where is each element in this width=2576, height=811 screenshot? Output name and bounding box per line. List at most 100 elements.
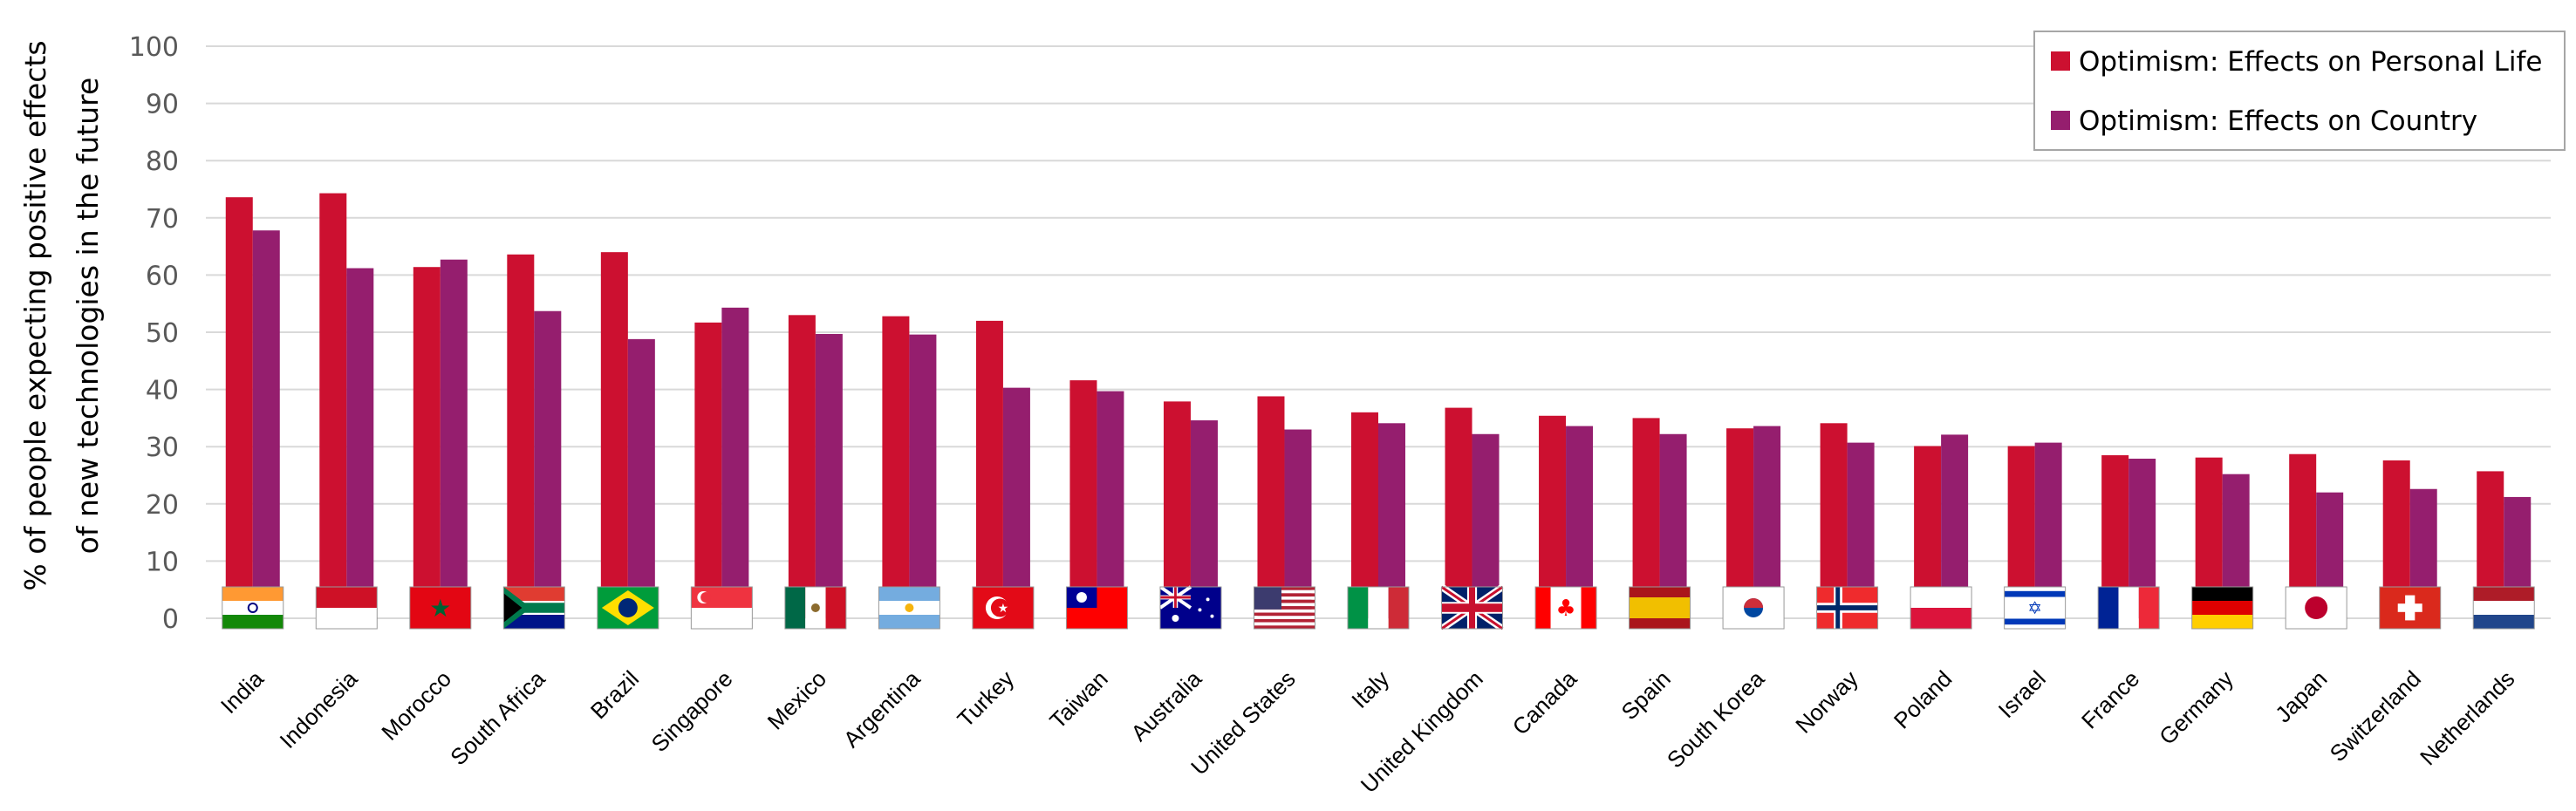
flag-morocco-icon: ★	[409, 586, 472, 630]
y-axis-title-line-2: of new technologies in the future	[71, 78, 105, 555]
x-tick-label: Poland	[1889, 665, 1957, 733]
bar-personal-life	[1632, 418, 1660, 618]
x-tick-label: Germany	[2154, 665, 2238, 750]
flag-turkey-icon: ★	[972, 586, 1035, 630]
bar-country	[440, 259, 468, 618]
bar-personal-life	[1257, 396, 1285, 618]
x-tick-label: Morocco	[376, 665, 456, 746]
bar-personal-life	[413, 267, 441, 618]
x-tick-label: Australia	[1125, 665, 1206, 746]
flag-israel-icon: ✡	[2004, 586, 2067, 630]
y-tick-label: 0	[162, 604, 179, 635]
x-tick-label: Argentina	[838, 665, 926, 753]
bar-personal-life	[1445, 407, 1472, 618]
flag-singapore-icon	[690, 586, 753, 630]
flag-united-states-icon	[1253, 586, 1315, 630]
flag-argentina-icon	[878, 586, 940, 630]
x-tick-label: Indonesia	[275, 665, 363, 753]
flag-mexico-icon	[784, 586, 847, 630]
x-tick-label: Switzerland	[2325, 665, 2426, 767]
svg-text:✡: ✡	[2027, 597, 2042, 618]
x-tick-label: Netherlands	[2415, 665, 2519, 770]
legend-label-personal-life: Optimism: Effects on Personal Life	[2079, 46, 2543, 78]
flag-norway-icon	[1816, 586, 1879, 630]
y-tick-label: 70	[146, 204, 179, 235]
bar-personal-life	[225, 197, 253, 618]
x-tick-label: Singapore	[646, 665, 738, 757]
y-tick-label: 10	[146, 547, 179, 577]
y-tick-label: 100	[129, 32, 179, 63]
x-tick-label: Canada	[1507, 665, 1582, 740]
bar-personal-life	[1539, 415, 1567, 618]
legend: Optimism: Effects on Personal Life Optim…	[2033, 31, 2566, 151]
y-tick-label: 30	[146, 433, 179, 463]
flag-india-icon	[222, 586, 284, 630]
bar-country	[346, 268, 374, 618]
bar-personal-life	[1351, 412, 1378, 618]
x-tick-label: Norway	[1790, 665, 1863, 739]
legend-box	[2033, 31, 2566, 151]
y-tick-label: 90	[146, 90, 179, 120]
bar-country	[721, 307, 749, 618]
x-tick-label: South Africa	[445, 665, 550, 771]
bar-personal-life	[507, 254, 535, 618]
y-tick-label: 60	[146, 261, 179, 291]
bars	[225, 193, 2532, 619]
flag-south-korea-icon	[1722, 586, 1785, 630]
flag-italy-icon	[1347, 586, 1410, 630]
flag-canada-icon: ♣	[1534, 586, 1597, 630]
x-tick-label: Taiwan	[1044, 665, 1112, 733]
bar-country	[815, 333, 843, 618]
flag-brazil-icon	[597, 586, 659, 630]
flag-australia-icon	[1158, 585, 1222, 630]
x-tick-label: Italy	[1346, 665, 1394, 713]
y-tick-label: 20	[146, 490, 179, 521]
x-tick-label: Japan	[2270, 665, 2332, 727]
x-tick-label: Israel	[1993, 665, 2051, 723]
y-axis-title-line-1: % of people expecting positive effects	[18, 40, 52, 590]
bar-personal-life	[882, 316, 910, 618]
bar-personal-life	[600, 252, 628, 618]
y-axis-title: % of people expecting positive effects o…	[18, 40, 105, 590]
bar-personal-life	[1820, 423, 1848, 618]
x-tick-label: India	[215, 665, 269, 719]
x-tick-label: Spain	[1616, 665, 1676, 725]
flag-indonesia-icon	[315, 586, 378, 630]
bar-personal-life	[975, 320, 1003, 618]
x-tick-label: South Korea	[1662, 665, 1770, 774]
flag-taiwan-icon	[1065, 586, 1128, 630]
y-tick-label: 50	[146, 318, 179, 349]
y-tick-label: 80	[146, 147, 179, 177]
x-tick-label: Mexico	[762, 665, 831, 734]
bar-personal-life	[694, 322, 722, 618]
flag-france-icon	[2097, 586, 2160, 630]
flag-netherlands-icon	[2472, 586, 2535, 630]
bar-country	[252, 230, 280, 618]
x-tick-label: France	[2076, 665, 2144, 733]
bar-country	[1002, 387, 1030, 618]
bar-country	[1753, 426, 1781, 618]
bar-country	[1566, 426, 1594, 618]
bar-personal-life	[319, 193, 347, 619]
legend-swatch-personal-life	[2051, 51, 2070, 71]
flag-poland-icon	[1910, 586, 1972, 630]
flags: ★ ★ ♣ ✡	[222, 583, 2535, 632]
svg-text:♣: ♣	[1555, 596, 1575, 622]
flag-south-africa-icon	[502, 586, 565, 630]
bar-country	[1190, 420, 1218, 618]
x-tick-label: Brazil	[585, 665, 644, 724]
bar-personal-life	[1163, 401, 1191, 618]
x-tick-label: Turkey	[952, 665, 1019, 733]
legend-label-country: Optimism: Effects on Country	[2079, 106, 2477, 137]
svg-text:★: ★	[998, 602, 1009, 616]
bar-country	[627, 338, 655, 618]
bar-country	[1097, 391, 1124, 618]
bar-country	[534, 310, 562, 618]
bar-country	[1378, 423, 1405, 618]
flag-spain-icon	[1629, 586, 1691, 630]
bar-personal-life	[788, 315, 816, 618]
bar-country	[909, 334, 937, 618]
y-tick-label: 40	[146, 376, 179, 406]
